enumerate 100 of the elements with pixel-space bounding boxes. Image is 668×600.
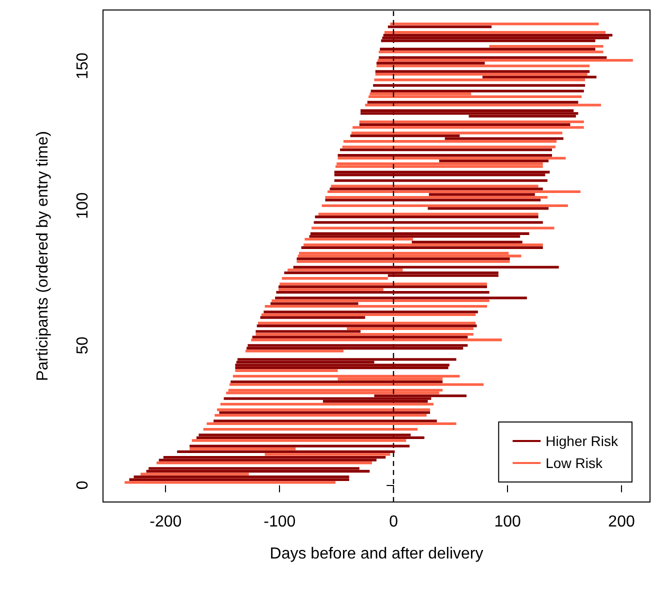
bar [312,226,554,230]
bar [203,428,418,431]
bar [146,470,370,473]
bar [325,198,541,202]
bar [334,179,548,182]
bar [272,299,490,302]
bar [342,146,556,148]
x-tick-label: 0 [389,514,398,530]
y-axis-title: Participants (ordered by entry time) [34,131,52,381]
bar [304,243,543,246]
bar [232,374,460,378]
bar [378,56,607,59]
bar [376,64,590,68]
bar [258,322,476,324]
bar [346,327,474,330]
bar [325,196,548,199]
bar [296,260,510,263]
bar [190,444,410,448]
bar [376,62,485,64]
bar [140,472,249,476]
x-tick-label: -200 [150,514,182,530]
bar [129,478,350,481]
bar [260,316,366,319]
y-tick-label: 0 [74,480,92,490]
bar [264,453,390,456]
bar [226,392,440,394]
bar [252,336,468,338]
bar [370,90,584,92]
bar [163,456,386,459]
bar [270,302,358,305]
bar [220,402,434,406]
bar [284,271,498,274]
bar [124,481,336,484]
bar [335,165,543,168]
bar [334,170,550,174]
y-tick-label: 100 [74,192,92,220]
y-tick-label: 50 [74,336,92,354]
bar [278,288,384,291]
bar [343,140,557,143]
bar [384,31,606,34]
bar [351,132,562,134]
legend-label: Low Risk [546,455,604,471]
bar [219,411,430,414]
bar [428,207,549,210]
bar [382,36,609,40]
bar [190,448,296,450]
bar [230,380,443,384]
bar [192,439,406,442]
bar [412,240,522,244]
bar [352,126,584,129]
bar [256,324,477,328]
bar [235,369,338,372]
bar [367,100,578,104]
bar [256,332,474,336]
bar [359,123,570,126]
bar [275,296,527,300]
bar [246,346,464,350]
bar [282,277,388,280]
bar [322,204,568,208]
bar [214,420,437,422]
bar [235,366,448,370]
bar [251,338,502,342]
bar [264,310,478,314]
bar [489,45,604,48]
bar [278,285,488,288]
bar [318,212,538,216]
bar [380,48,596,50]
bar [375,72,588,76]
x-tick-label: 200 [608,514,635,530]
bar [310,232,530,235]
bar [388,25,492,28]
legend-label: Higher Risk [546,433,619,449]
bar [301,246,543,249]
bar [298,254,522,258]
bar [304,238,413,241]
bar [228,388,443,392]
bar [237,358,456,361]
bar [482,76,596,78]
bar [196,436,424,440]
bar [338,156,566,160]
bar [314,221,543,224]
bar [368,95,582,98]
bar [276,291,490,294]
bar [359,120,584,124]
bar [360,109,574,112]
bar [365,104,601,106]
bar [214,414,427,417]
bar [156,462,372,464]
bar [328,190,580,194]
bar [334,174,546,176]
bar [336,162,543,166]
bar [340,148,552,152]
bar [293,266,559,269]
bar [206,422,456,426]
bar [256,330,361,333]
bar [428,193,535,196]
bar [216,408,430,412]
bar [288,268,403,272]
bar [378,58,633,62]
bar [378,50,604,54]
